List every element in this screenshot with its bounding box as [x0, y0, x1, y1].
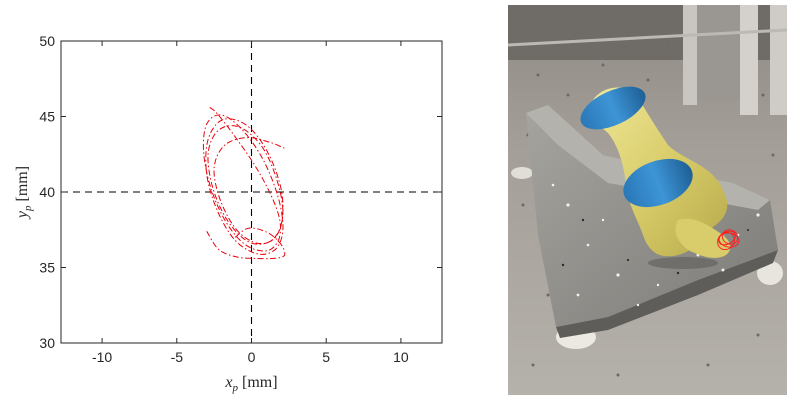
- y-tick-label: 50: [39, 33, 55, 49]
- red-trajectory-overlay: [717, 229, 740, 251]
- x-tick-label: 0: [248, 349, 256, 365]
- window-frame-far: [770, 5, 787, 115]
- y-tick-label: 40: [39, 184, 55, 200]
- chart: -10 -5 0 5 10 30 35 40 45 50 xp [mm] yp[mm]: [14, 33, 443, 394]
- x-axis-label: xp [mm]: [224, 374, 277, 394]
- yellow-instrument: [580, 86, 731, 269]
- window-frame-left: [683, 5, 697, 105]
- x-tick-label: 10: [393, 349, 409, 365]
- y-tick-label: 45: [39, 109, 55, 125]
- shelf-edge: [508, 28, 787, 47]
- trajectory-series-1: [206, 227, 286, 260]
- blue-band-top: [580, 86, 646, 130]
- window-frame-right: [740, 5, 758, 115]
- window-glass: [697, 5, 740, 100]
- putty-pad-back: [511, 167, 533, 179]
- x-tick-label: 5: [322, 349, 330, 365]
- y-tick-label: 35: [39, 260, 55, 276]
- x-tick-label: -10: [92, 349, 112, 365]
- trajectory-series-0: [202, 106, 285, 255]
- instrument-photo: [508, 5, 787, 395]
- instrument-tip: [675, 218, 731, 258]
- series-layer: [202, 106, 286, 260]
- ticks-layer: -10 -5 0 5 10 30 35 40 45 50: [39, 33, 442, 365]
- photo-panel: [508, 5, 787, 395]
- y-axis-label: yp[mm]: [14, 166, 34, 220]
- y-tick-label: 30: [39, 335, 55, 351]
- reference-lines: [61, 41, 442, 343]
- instrument-shadow: [648, 257, 718, 269]
- stone-speckles: [551, 183, 760, 307]
- blue-band-middle: [623, 158, 693, 208]
- x-tick-label: -5: [171, 349, 184, 365]
- stone-cradle-front: [556, 250, 778, 338]
